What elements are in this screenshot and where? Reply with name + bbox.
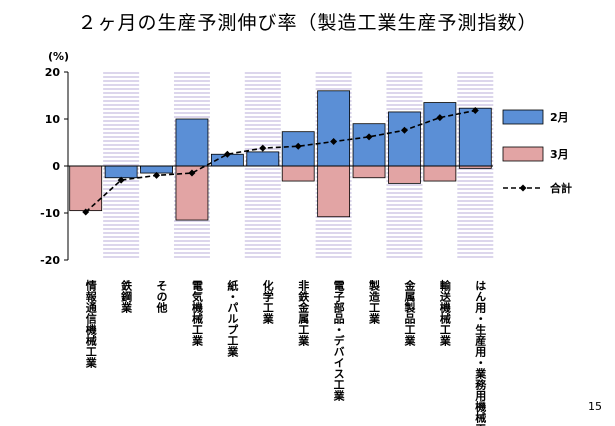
category-label: 金属製品工業 (403, 279, 417, 347)
bar-mar (281, 165, 315, 182)
y-tick-label: 0 (52, 160, 60, 173)
category-label: はん用・生産用・業務用機械工業 (474, 280, 488, 426)
bar-feb (317, 90, 351, 167)
y-tick-label: -10 (40, 207, 60, 220)
bar-mar (388, 165, 421, 184)
category-labels: 情報通信機械工業 鉄鋼業 その他 電気機械工業 紙・パルプ工業 化学工業 非鉄金属工業 電子部… (84, 279, 487, 426)
category-label: 紙・パルプ工業 (226, 279, 240, 358)
y-tick-label: -20 (40, 254, 60, 267)
y-tick-label: 10 (45, 113, 61, 126)
y-axis-unit: (%) (48, 50, 69, 63)
category-label: その他 (155, 280, 169, 314)
category-label: 電気機械工業 (190, 280, 204, 347)
page-number: 15 (588, 400, 602, 413)
total-point (223, 150, 231, 158)
legend-label-feb: 2月 (550, 111, 569, 124)
total-point (153, 171, 161, 179)
bar-feb (104, 165, 138, 179)
legend-label-mar: 3月 (550, 148, 569, 161)
bar-feb (246, 151, 280, 167)
total-point (365, 133, 373, 141)
bar-feb (423, 102, 457, 167)
total-point (436, 114, 444, 122)
bars (69, 90, 492, 221)
bar-feb (352, 123, 386, 167)
total-point (471, 107, 479, 115)
bar-feb (388, 111, 421, 167)
bar-mar (352, 165, 386, 179)
bar-feb (458, 107, 492, 167)
total-point (82, 208, 90, 216)
category-label: 化学工業 (261, 279, 275, 325)
total-point (117, 176, 125, 184)
total-point (400, 126, 408, 134)
category-label: 非鉄金属工業 (297, 279, 311, 347)
category-label: 製造工業 (368, 279, 382, 325)
legend-swatch-mar (502, 146, 544, 162)
bar-mar (423, 165, 457, 182)
total-point (294, 142, 302, 150)
y-tick-label: 20 (45, 66, 61, 79)
category-label: 情報通信機械工業 (84, 279, 98, 369)
total-point (188, 169, 196, 177)
legend-marker-total (519, 184, 527, 192)
chart-title: ２ヶ月の生産予測伸び率（製造工業生産予測指数） (77, 12, 538, 34)
bar-mar (317, 165, 351, 218)
bar-feb (175, 118, 209, 167)
category-label: 鉄鋼業 (120, 279, 134, 314)
legend-label-total: 合計 (550, 181, 572, 195)
total-line-path (85, 109, 476, 213)
total-point (330, 138, 338, 146)
bar-mar (69, 165, 103, 212)
axes: 20 10 0 -10 -20 (%) (40, 50, 493, 267)
category-label: 電子部品・デバイス工業 (332, 280, 346, 402)
total-line (82, 107, 479, 216)
category-label: 輸送機械工業 (438, 279, 452, 347)
total-point (259, 144, 267, 152)
legend-swatch-feb (502, 109, 544, 125)
